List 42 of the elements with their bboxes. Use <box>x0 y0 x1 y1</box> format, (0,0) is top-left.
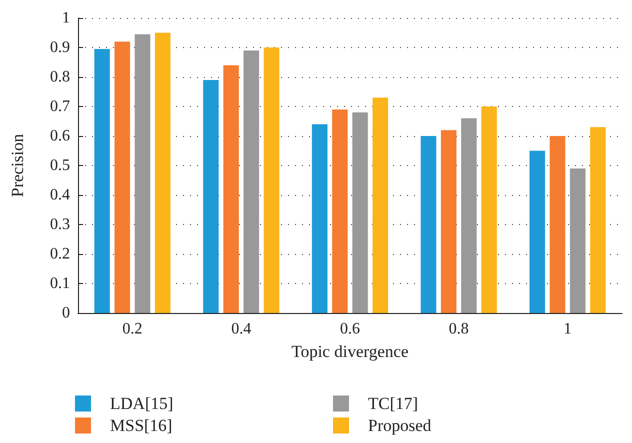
bar <box>94 48 110 313</box>
legend-label: MSS[16] <box>110 416 172 435</box>
bar <box>134 34 150 313</box>
bar <box>420 136 436 313</box>
bar <box>372 98 388 313</box>
x-tick-label: 1 <box>564 320 572 338</box>
x-tick-label: 0.6 <box>340 320 360 338</box>
y-tick-label: 1 <box>62 10 70 26</box>
legend-label: LDA[15] <box>110 394 174 413</box>
x-tick-label: 0.4 <box>231 320 252 338</box>
bar <box>223 65 239 313</box>
y-tick-label: 0.8 <box>50 68 70 86</box>
y-tick-label: 0.9 <box>50 39 70 56</box>
y-tick-label: 0.2 <box>50 246 70 262</box>
bar <box>114 42 130 313</box>
y-axis-title: Precision <box>8 133 27 198</box>
y-tick-label: 0.3 <box>50 216 70 233</box>
y-tick-label: 0 <box>62 304 70 322</box>
y-tick-label: 0.4 <box>50 186 70 204</box>
y-tick-label: 0.1 <box>50 275 70 292</box>
bar <box>530 150 546 313</box>
bar <box>550 136 566 313</box>
bar <box>590 127 606 313</box>
bar <box>312 124 328 313</box>
bar <box>154 32 170 313</box>
bar <box>332 109 348 313</box>
bar <box>481 106 497 313</box>
bar <box>461 118 477 313</box>
bar <box>203 80 219 313</box>
bar <box>352 112 368 313</box>
legend-label: Proposed <box>368 416 432 435</box>
y-tick-label: 0.6 <box>50 128 70 144</box>
x-axis-title: Topic divergence <box>292 342 408 361</box>
bar <box>570 168 586 313</box>
y-tick-label: 0.5 <box>50 157 70 174</box>
y-tick-label: 0.7 <box>50 98 70 115</box>
x-tick-label: 0.8 <box>448 320 469 338</box>
legend-label: TC[17] <box>368 394 418 413</box>
bar <box>264 48 280 313</box>
x-tick-label: 0.2 <box>122 320 142 338</box>
bar <box>244 50 260 313</box>
bar <box>440 130 456 313</box>
